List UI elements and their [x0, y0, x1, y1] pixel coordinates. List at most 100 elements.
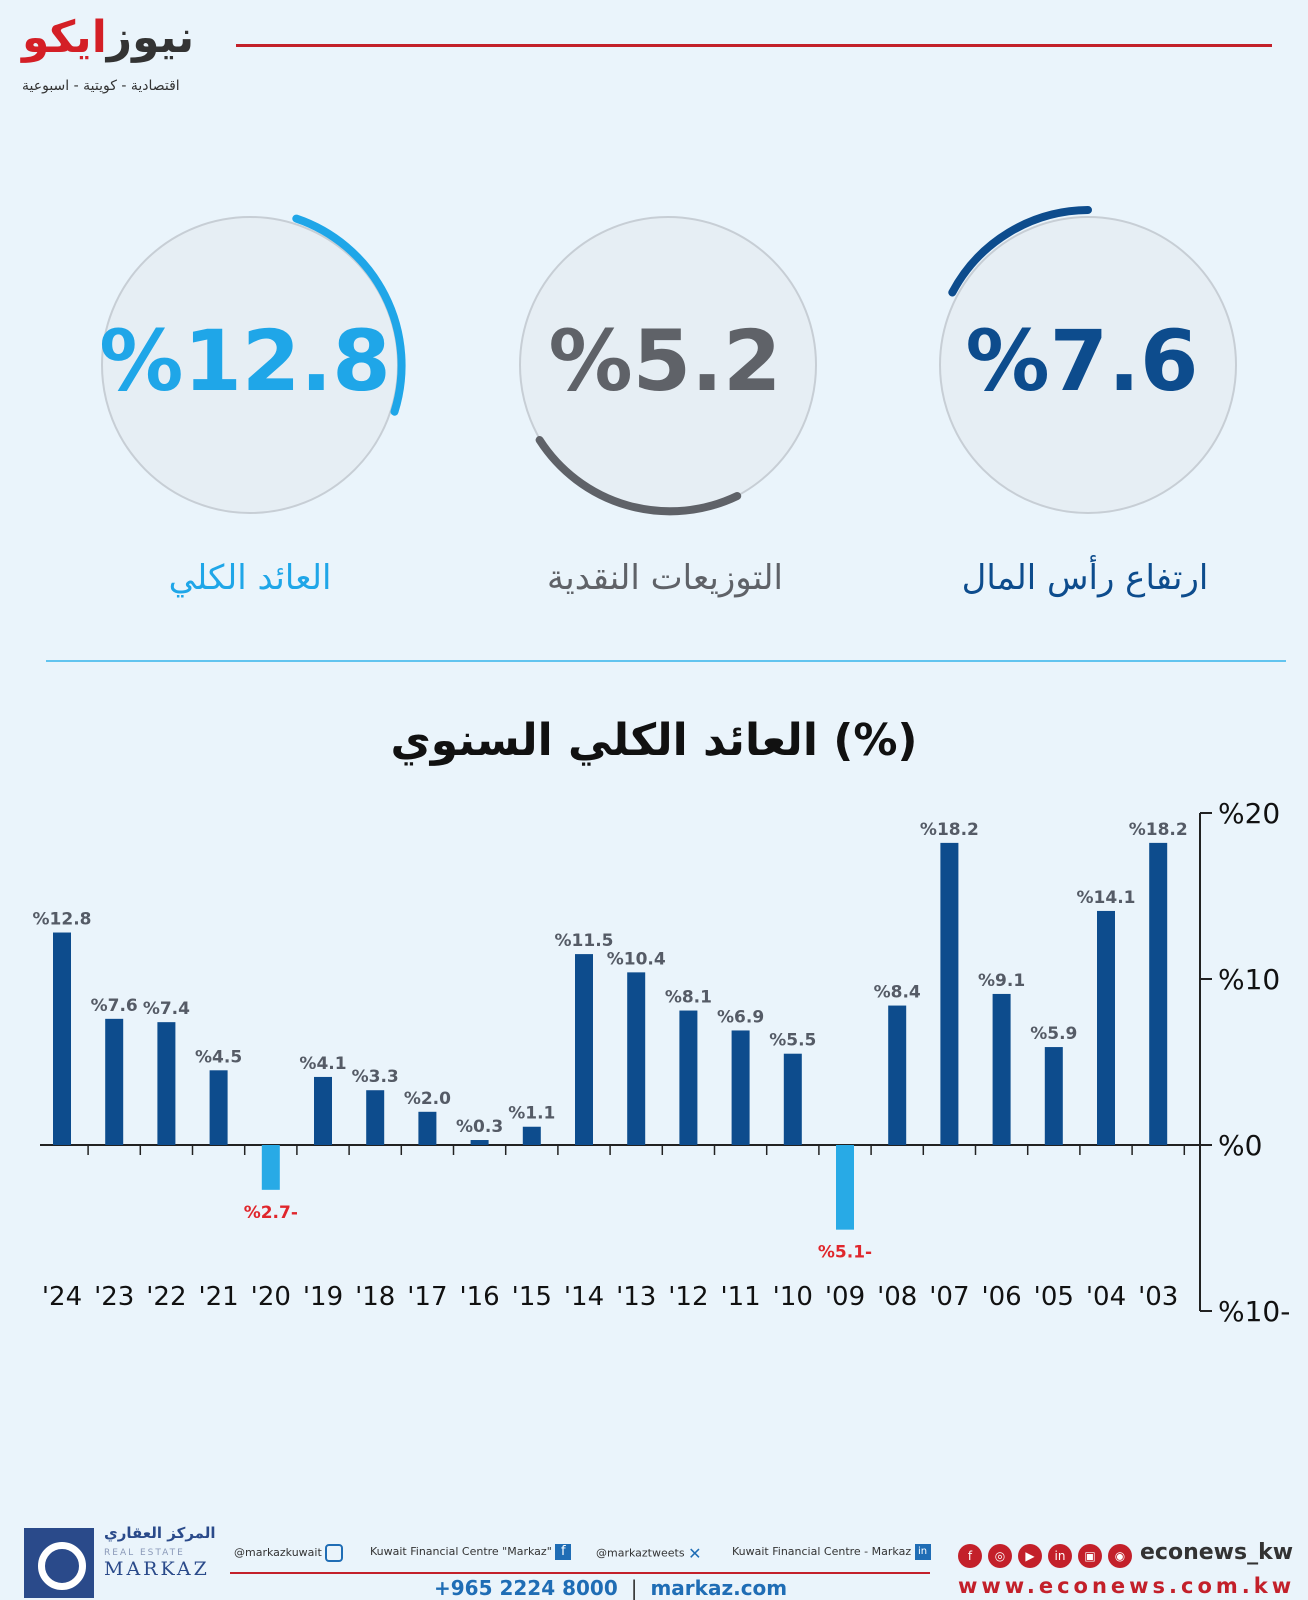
- chart-title: العائد الكلي السنوي (%): [390, 715, 918, 766]
- phone-number[interactable]: +965 2224 8000: [434, 1576, 618, 1600]
- econews-youtube-icon[interactable]: ▶: [1018, 1544, 1042, 1568]
- x-tick-label: '15: [512, 1282, 552, 1312]
- x-tick-label: '05: [1034, 1282, 1074, 1312]
- social-instagram[interactable]: @markazkuwait: [234, 1544, 344, 1562]
- data-label: %5.9: [1030, 1024, 1077, 1044]
- econews-instagram-icon[interactable]: ◎: [988, 1544, 1012, 1568]
- logo-part-2: نيوز: [106, 12, 195, 63]
- bar: [836, 1145, 854, 1230]
- ring-bg-3: [939, 216, 1237, 514]
- ring-value-3: %7.6: [966, 312, 1199, 410]
- data-label: %5.1-: [818, 1243, 872, 1263]
- ring-value-2: %5.2: [549, 312, 782, 410]
- social-x[interactable]: @markaztweets ✕: [596, 1544, 701, 1563]
- kpi-rings: %12.8 %5.2 %7.6: [99, 206, 1237, 516]
- ring-total-return: %12.8: [99, 214, 406, 514]
- econews-facebook-icon[interactable]: f: [958, 1544, 982, 1568]
- y-tick-label: %0: [1218, 1129, 1262, 1162]
- markaz-name-en: MARKAZ: [104, 1558, 210, 1580]
- econews-url[interactable]: www.econews.com.kw: [958, 1574, 1296, 1598]
- bar: [575, 954, 593, 1145]
- x-tick-label: '09: [825, 1282, 865, 1312]
- facebook-icon: f: [555, 1544, 572, 1560]
- data-label: %2.0: [404, 1089, 451, 1109]
- logo-part-1: ايكو: [22, 12, 107, 63]
- x-tick-label: '04: [1086, 1282, 1126, 1312]
- ring-label-3: ارتفاع رأس المال: [961, 558, 1209, 598]
- data-label: %7.4: [143, 999, 190, 1019]
- data-label: %2.7-: [244, 1203, 298, 1223]
- logo: نيوزايكو: [22, 16, 194, 60]
- logo-tagline: اقتصادية - كويتية - اسبوعية: [22, 78, 180, 94]
- bar: [366, 1090, 385, 1145]
- linkedin-icon: in: [914, 1544, 931, 1560]
- bar: [418, 1111, 437, 1145]
- data-label: %14.1: [1077, 888, 1136, 908]
- social-linkedin-text: Kuwait Financial Centre - Markaz: [732, 1545, 912, 1558]
- data-label: %1.1: [508, 1104, 555, 1124]
- markaz-logo: [24, 1528, 94, 1598]
- bar: [783, 1053, 802, 1145]
- data-label: %9.1: [978, 971, 1025, 991]
- contact-separator: |: [630, 1576, 638, 1600]
- x-tick-label: '18: [355, 1282, 395, 1312]
- bar: [627, 972, 646, 1145]
- bar: [940, 842, 959, 1145]
- contact-line: +965 2224 8000 | markaz.com: [434, 1576, 787, 1600]
- data-label: %6.9: [717, 1007, 764, 1027]
- instagram-icon: [325, 1544, 344, 1562]
- bar: [679, 1010, 698, 1145]
- x-icon: ✕: [688, 1544, 702, 1563]
- data-label: %7.6: [91, 996, 138, 1016]
- data-label: %4.5: [195, 1047, 242, 1067]
- section-divider: [46, 660, 1286, 662]
- markaz-name-ar: المركز العقاري: [104, 1524, 216, 1542]
- markaz-logo-ring: [38, 1542, 86, 1590]
- bar: [992, 993, 1011, 1145]
- data-label: %8.1: [665, 988, 712, 1008]
- social-x-text: @markaztweets: [596, 1546, 685, 1560]
- ring-arc-1: [292, 214, 406, 416]
- x-tick-label: '07: [929, 1282, 969, 1312]
- bar: [1149, 842, 1168, 1145]
- website-link[interactable]: markaz.com: [650, 1576, 788, 1600]
- x-tick-label: '10: [773, 1282, 813, 1312]
- x-tick-label: '16: [459, 1282, 499, 1312]
- data-label: %8.4: [874, 983, 921, 1003]
- x-tick-label: '24: [42, 1282, 82, 1312]
- x-tick-label: '14: [564, 1282, 604, 1312]
- bar: [314, 1076, 332, 1145]
- bar: [888, 1005, 907, 1145]
- ring-dividends: %5.2: [519, 216, 817, 516]
- data-label: %0.3: [456, 1117, 503, 1137]
- bar-chart: %20 %10 %0 %10- %12.8 '24 %7.6 '23 %7.4 '22 %4.5 '2…: [33, 797, 1291, 1328]
- social-linkedin[interactable]: Kuwait Financial Centre - Markaz in: [732, 1544, 931, 1560]
- x-tick-label: '21: [198, 1282, 238, 1312]
- bar: [731, 1030, 750, 1145]
- bar: [53, 932, 71, 1145]
- data-label: %11.5: [555, 931, 614, 951]
- x-tick-label: '22: [146, 1282, 186, 1312]
- y-tick-label: %20: [1218, 797, 1280, 830]
- econews-handle[interactable]: econews_kw: [1140, 1540, 1294, 1565]
- y-tick-label: %10-: [1218, 1295, 1290, 1328]
- x-tick-label: '08: [877, 1282, 917, 1312]
- x-tick-label: '11: [720, 1282, 760, 1312]
- data-label: %10.4: [607, 949, 666, 969]
- x-tick-label: '12: [668, 1282, 708, 1312]
- x-tick-label: '13: [616, 1282, 656, 1312]
- data-label: %5.5: [769, 1031, 816, 1051]
- markaz-name: المركز العقاري REAL ESTATE MARKAZ: [104, 1524, 216, 1580]
- bar: [157, 1022, 176, 1145]
- data-label: %18.2: [920, 820, 979, 840]
- bar: [470, 1140, 489, 1145]
- econews-snapchat-icon[interactable]: ◉: [1108, 1544, 1132, 1568]
- social-instagram-text: @markazkuwait: [234, 1546, 322, 1559]
- data-label: %12.8: [33, 910, 92, 930]
- social-facebook[interactable]: Kuwait Financial Centre "Markaz" f: [370, 1544, 572, 1560]
- econews-linkedin-icon[interactable]: in: [1048, 1544, 1072, 1568]
- ring-arc-2: [535, 436, 742, 516]
- econews-video-icon[interactable]: ▣: [1078, 1544, 1102, 1568]
- ring-value-1: %12.8: [99, 312, 390, 410]
- data-label: %18.2: [1129, 820, 1188, 840]
